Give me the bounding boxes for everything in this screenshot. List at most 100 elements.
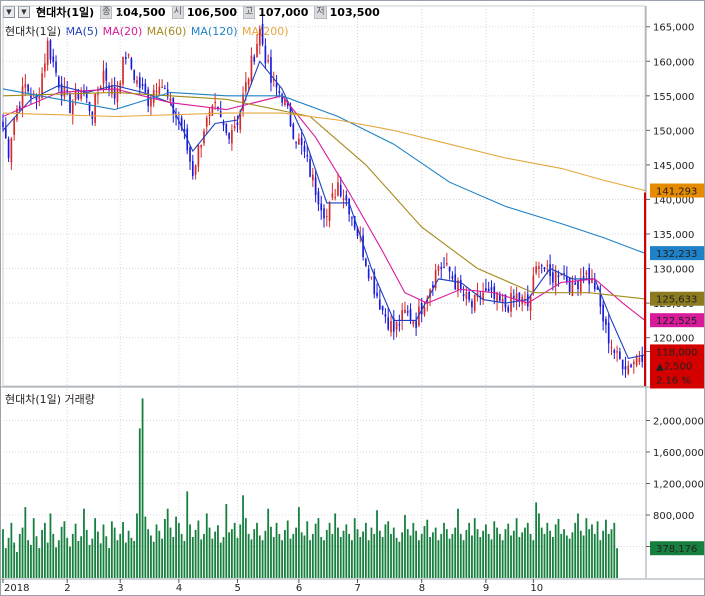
volume-bar[interactable] [465, 529, 468, 578]
volume-bar[interactable] [398, 541, 401, 578]
volume-bar[interactable] [297, 507, 300, 578]
candle-body[interactable] [328, 202, 331, 221]
candle-body[interactable] [102, 70, 105, 84]
volume-bar[interactable] [83, 508, 85, 578]
candle-body[interactable] [552, 272, 554, 283]
candle-body[interactable] [80, 90, 82, 99]
volume-bar[interactable] [448, 538, 451, 578]
volume-bar[interactable] [208, 527, 211, 578]
volume-bar[interactable] [102, 524, 105, 578]
volume-bar[interactable] [459, 533, 462, 578]
legend-ma120[interactable]: MA(120) [190, 25, 238, 38]
volume-bar[interactable] [127, 530, 130, 578]
candle-body[interactable] [473, 294, 476, 311]
volume-bar[interactable] [415, 530, 418, 578]
volume-bar[interactable] [579, 530, 582, 578]
candle-body[interactable] [635, 357, 638, 366]
candle-body[interactable] [286, 102, 289, 106]
volume-bar[interactable] [390, 533, 392, 578]
volume-bar[interactable] [94, 518, 97, 578]
volume-bar[interactable] [258, 535, 261, 578]
volume-bar[interactable] [222, 537, 225, 578]
candle-body[interactable] [278, 91, 281, 93]
candle-body[interactable] [127, 54, 130, 56]
candle-body[interactable] [158, 86, 161, 94]
volume-bar[interactable] [119, 533, 122, 578]
ma-line-ma200[interactable] [2, 112, 646, 192]
volume-bar[interactable] [585, 518, 588, 578]
candle-body[interactable] [258, 28, 261, 46]
candle-body[interactable] [406, 311, 409, 313]
volume-bar[interactable] [43, 522, 46, 578]
volume-bar[interactable] [32, 518, 35, 578]
volume-bar[interactable] [605, 519, 607, 578]
volume-bar[interactable] [169, 527, 172, 578]
candle-body[interactable] [345, 195, 348, 201]
volume-bar[interactable] [41, 529, 43, 578]
candle-body[interactable] [99, 86, 102, 90]
candle-body[interactable] [373, 272, 376, 295]
candle-body[interactable] [432, 285, 434, 288]
candle-body[interactable] [21, 86, 24, 108]
volume-bar[interactable] [71, 533, 74, 578]
volume-bar[interactable] [10, 522, 13, 578]
candle-body[interactable] [543, 267, 546, 270]
candle-body[interactable] [365, 258, 367, 266]
candle-body[interactable] [228, 133, 230, 139]
volume-bar[interactable] [124, 542, 127, 578]
candle-body[interactable] [616, 351, 618, 353]
volume-bar[interactable] [616, 548, 618, 578]
volume-bar[interactable] [180, 533, 183, 578]
candle-body[interactable] [487, 288, 490, 292]
volume-bar[interactable] [376, 510, 378, 578]
volume-bar[interactable] [487, 533, 490, 578]
volume-bar[interactable] [303, 535, 306, 578]
volume-bar[interactable] [515, 518, 518, 578]
volume-bar[interactable] [571, 532, 574, 578]
volume-bar[interactable] [557, 518, 560, 578]
candle-body[interactable] [41, 73, 43, 98]
candle-body[interactable] [180, 117, 183, 129]
candle-body[interactable] [292, 124, 295, 139]
volume-bar[interactable] [158, 530, 161, 578]
volume-bar[interactable] [74, 523, 77, 578]
volume-bar[interactable] [373, 533, 376, 578]
volume-bar[interactable] [384, 524, 387, 578]
legend-ma5[interactable]: MA(5) [65, 25, 99, 38]
volume-bar[interactable] [560, 533, 563, 578]
volume-bar[interactable] [172, 537, 175, 578]
candle-body[interactable] [538, 266, 540, 269]
volume-bar[interactable] [18, 533, 21, 578]
candle-body[interactable] [306, 155, 309, 157]
candle-body[interactable] [582, 276, 585, 278]
volume-bar[interactable] [189, 524, 191, 578]
candle-body[interactable] [183, 129, 186, 133]
volume-bar[interactable] [57, 540, 60, 578]
candle-body[interactable] [256, 43, 258, 58]
volume-bar[interactable] [191, 537, 194, 578]
volume-bar[interactable] [337, 527, 339, 578]
volume-bar[interactable] [426, 519, 429, 578]
volume-bar[interactable] [565, 535, 568, 578]
volume-bar[interactable] [501, 540, 504, 578]
volume-bar[interactable] [610, 529, 613, 578]
volume-bar[interactable] [381, 537, 384, 578]
candle-body[interactable] [457, 280, 459, 291]
candle-body[interactable] [468, 291, 470, 300]
volume-bar[interactable] [529, 533, 532, 578]
candle-body[interactable] [577, 280, 579, 289]
volume-bar[interactable] [504, 529, 507, 578]
candle-body[interactable] [69, 94, 71, 113]
candle-body[interactable] [119, 82, 122, 93]
volume-bar[interactable] [482, 530, 485, 578]
volume-bar[interactable] [496, 527, 498, 578]
volume-bar[interactable] [261, 540, 264, 578]
volume-bar[interactable] [200, 539, 203, 578]
candle-body[interactable] [518, 292, 521, 301]
volume-bar[interactable] [110, 521, 113, 578]
volume-bar[interactable] [554, 524, 557, 578]
candle-body[interactable] [607, 322, 610, 344]
volume-bar[interactable] [512, 530, 515, 578]
candle-body[interactable] [348, 198, 350, 215]
volume-bar[interactable] [602, 530, 605, 578]
